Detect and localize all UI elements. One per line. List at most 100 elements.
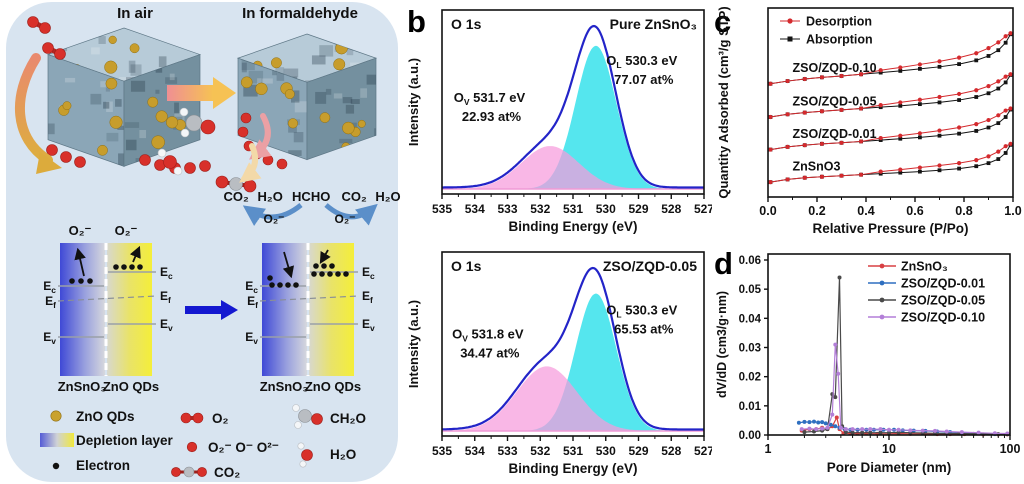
pore-distribution-chart: 0.00 0.01 0.02 0.03 0.04 0.05 0.06 1 10 100 Pore D… [715,253,1021,475]
oxygen-ion-dot-icon [186,441,198,453]
electron-dot-icon [52,462,60,470]
panel-label-d: d [714,246,733,281]
reaction-molecules [157,107,257,193]
xps-chart-pure-znsno3: 535 534 533 532 531 530 529 528 527 Binding Energ… [406,9,714,234]
xps-chart-zso-zqd-005: 535 534 533 532 531 530 529 528 527 Binding Energ… [406,251,714,476]
y-axis-label: Intensity (a.u.) [406,58,421,146]
x-tick-label: 533 [497,444,517,458]
product-curved-arrow [239,143,262,183]
peak-annotation: OV 531.7 eV [454,90,526,107]
ov-peak-fill [442,366,704,431]
x-tick-label: 1.0 [1004,204,1021,218]
x-axis-label: Binding Energy (eV) [508,219,637,234]
title-in-air: In air [117,5,153,22]
desorption-line [770,143,1011,183]
panel-label-c: c [714,4,732,39]
nanocube-in-air [46,27,202,167]
superoxide-label-left-1: O₂⁻ [69,223,92,238]
x-tick-label: 528 [661,202,681,216]
x-tick-label: 530 [596,202,616,216]
svg-text:Ef: Ef [160,289,171,305]
panel-a-svg: In air In formaldehyde CO₂ H₂O HCHO CO₂ … [6,2,401,482]
y-tick-label: 0.06 [739,255,761,267]
y-tick-label: 0.00 [739,430,761,442]
reaction-arc-left [242,203,303,226]
envelope-curve [442,24,704,189]
legend-label: Absorption [806,33,873,47]
desorption-line [770,32,1011,85]
x-tick-label: 528 [661,444,681,458]
series-label: ZnSnO3 [793,159,841,173]
legend-label-ch2o: CH₂O [330,411,366,426]
series-label: ZSO/ZQD-0.01 [793,127,877,141]
h2o-molecule-icon [297,442,313,468]
depletion-gradient-icon [40,433,74,447]
ol-peak-fill [442,293,704,431]
znsno3-label-right: ZnSnO₃ [260,379,309,394]
ov-peak-fill [442,146,704,189]
y-tick-label: 0.02 [739,372,761,384]
x-tick-label: 0.6 [906,204,923,218]
ol-peak-fill [442,45,704,190]
adsorption-arrowhead [36,152,62,174]
legend-label-electron: Electron [76,458,130,473]
legend-label-h2o: H₂O [330,447,356,462]
x-tick-label: 1 [765,442,772,456]
reaction-arc-right [324,203,378,226]
x-tick-label: 534 [465,202,485,216]
znoqds-label-left: ZnO QDs [103,379,159,394]
x-axis-label: Pore Diameter (nm) [827,460,952,475]
reaction-text: CO₂ H₂O HCHO CO₂ H₂O [224,189,401,204]
peak-annotation: 77.07 at% [614,72,674,87]
zno-qd-dot-icon [50,410,62,422]
legend-label: ZnSnO₃ [901,260,948,274]
chart-title: O 1s [451,16,482,32]
svg-text:Ev: Ev [245,330,258,346]
x-tick-label: 535 [432,444,452,458]
y-tick-label: 0.03 [739,343,761,355]
peak-annotation: OV 531.8 eV [452,326,524,343]
x-tick-label: 0.8 [955,204,972,218]
peak-annotation: OL 530.3 eV [606,303,677,320]
desorption-line [770,73,1011,118]
x-tick-label: 533 [497,202,517,216]
x-tick-label: 10 [882,442,896,456]
x-tick-label: 0.0 [759,204,776,218]
panel-d-pore-distribution: 0.00 0.01 0.02 0.03 0.04 0.05 0.06 1 10 100 Pore D… [710,242,1024,484]
transition-arrow [185,300,238,320]
x-axis-label: Binding Energy (eV) [508,461,637,476]
svg-text:Ec: Ec [160,265,173,281]
legend-label: ZSO/ZQD-0.05 [901,294,985,308]
svg-text:Ev: Ev [362,317,375,333]
superoxide-label-arc-right: O₂⁻ [335,212,356,226]
schematic-legend: ZnO QDs Depletion layer Electron O₂ O₂⁻ … [40,404,366,480]
x-tick-label: 535 [432,202,452,216]
x-tick-label: 100 [1000,442,1021,456]
o2-molecule-icon [180,412,204,424]
svg-text:Ec: Ec [245,279,258,295]
x-tick-label: 527 [694,202,712,216]
ch2o-molecule-icon [292,404,323,429]
legend-label: ZSO/ZQD-0.10 [901,311,985,325]
svg-text:Ec: Ec [43,279,56,295]
znsno3-label-left: ZnSnO₃ [58,379,107,394]
energy-level-labels: Ec Ef Ev Ec Ef Ev Ec Ef Ev Ec Ef Ev [43,265,375,346]
panel-b-xps-bottom: 535 534 533 532 531 530 529 528 527 Binding Energ… [402,242,714,484]
band-diagram-in-air [57,243,157,376]
peak-annotation: 22.93 at% [462,109,522,124]
legend-label-zno-qds: ZnO QDs [76,409,135,424]
x-tick-label: 534 [465,444,485,458]
x-tick-label: 532 [530,444,550,458]
superoxide-label-left-2: O₂⁻ [115,223,138,238]
x-tick-label: 0.2 [808,204,825,218]
legend-label-co2: CO₂ [214,465,240,480]
svg-text:Ev: Ev [160,317,173,333]
series-line [801,344,1008,435]
x-tick-label: 530 [596,444,616,458]
transform-arrow [167,77,236,109]
panel-b-xps-top: 535 534 533 532 531 530 529 528 527 Binding Energ… [402,0,714,242]
x-tick-label: 531 [563,202,583,216]
svg-text:Ef: Ef [362,289,373,305]
legend-label-oxygen-ions: O₂⁻ O⁻ O²⁻ [208,440,279,455]
